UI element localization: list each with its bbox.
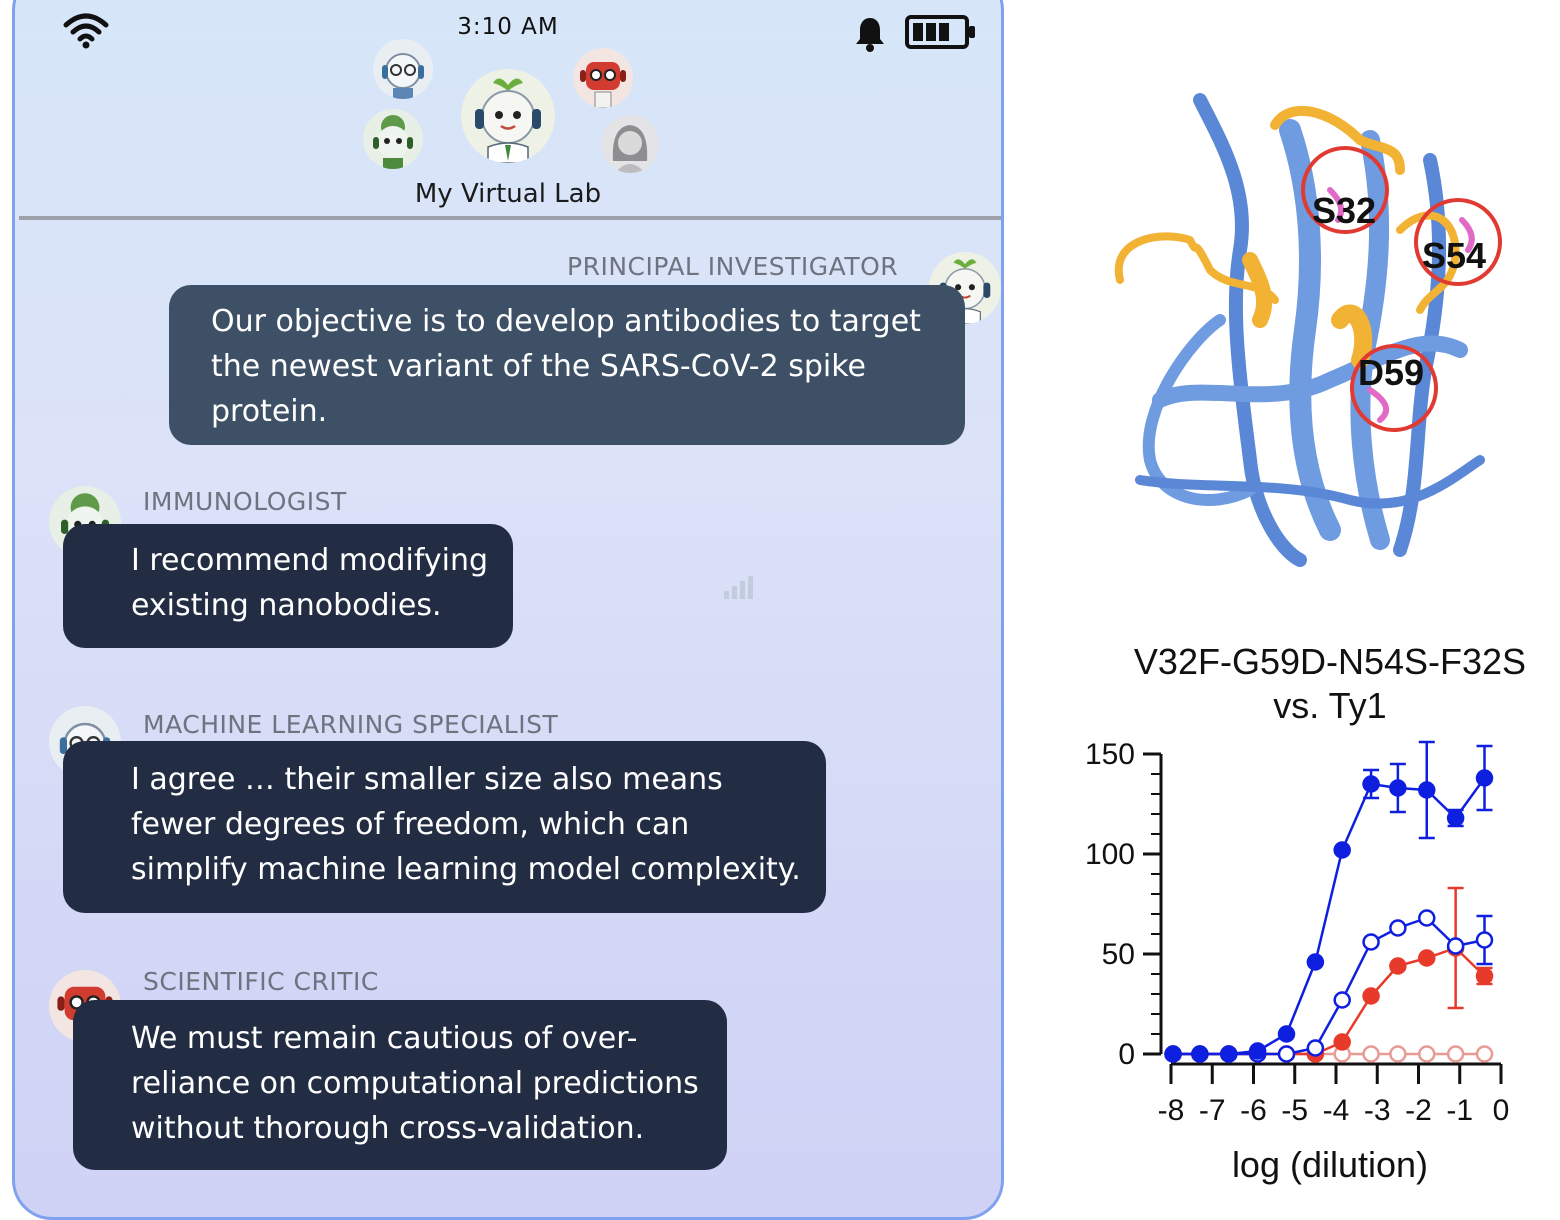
status-time: 3:10 AM [457, 14, 559, 40]
x-tick-label: -8 [1158, 1094, 1185, 1127]
data-point [1306, 1039, 1325, 1057]
principal-investigator-avatar[interactable] [461, 69, 555, 163]
data-point [1389, 779, 1407, 797]
message-line: fewer degrees of freedom, which can [131, 807, 690, 842]
residue-label-s54: S54 [1422, 235, 1486, 276]
data-point [1333, 991, 1351, 1009]
data-point [1446, 1045, 1465, 1063]
message-line: protein. [211, 394, 328, 429]
data-point [1164, 1045, 1182, 1063]
data-point [1418, 1045, 1436, 1063]
speaker-immunologist: IMMUNOLOGIST [143, 487, 347, 516]
speaker-principal-investigator: PRINCIPAL INVESTIGATOR [567, 252, 899, 281]
data-point [1277, 1025, 1296, 1043]
data-point [1418, 949, 1436, 967]
immunologist-avatar[interactable] [363, 109, 423, 169]
data-point [1248, 1042, 1267, 1060]
data-point [1362, 933, 1380, 951]
speaker-ml-specialist: MACHINE LEARNING SPECIALIST [143, 710, 559, 739]
speaker-scientific-critic: SCIENTIFIC CRITIC [143, 967, 379, 996]
data-point [1306, 953, 1325, 971]
bell-icon[interactable] [853, 15, 887, 53]
message-bubble-principal-investigator: Our objective is to develop antibodies t… [169, 285, 965, 445]
message-line: Our objective is to develop antibodies t… [211, 304, 921, 339]
lab-title: My Virtual Lab [414, 179, 602, 209]
message-bubble-immunologist: I recommend modifying existing nanobodie… [63, 524, 513, 648]
x-tick-label: -4 [1323, 1094, 1350, 1127]
data-point [1446, 937, 1465, 955]
header-divider [19, 216, 1001, 220]
y-tick-label: 150 [1085, 738, 1135, 771]
message-line: I recommend modifying [131, 543, 488, 578]
data-point [1277, 1045, 1296, 1063]
series-line [1173, 916, 1485, 1056]
residue-label-s32: S32 [1312, 190, 1376, 231]
data-point [1191, 1045, 1209, 1063]
message-line: We must remain cautious of over- [131, 1021, 638, 1056]
series-line [1173, 946, 1486, 1056]
x-tick-label: -5 [1281, 1094, 1308, 1127]
chart-title-line: V32F-G59D-N54S-F32S [1133, 641, 1527, 682]
message-bubble-scientific-critic: We must remain cautious of over- relianc… [73, 1000, 727, 1170]
nanobody-structure-image: S32 S54 D59 [1114, 93, 1502, 567]
binding-chart: 0 50 100 150 -8 -7 -6 -5 -4 -3 -2 -1 0 [1085, 738, 1510, 1127]
y-tick-label: 0 [1118, 1038, 1135, 1071]
series-line [1173, 777, 1486, 1056]
data-point [1475, 931, 1494, 949]
data-point [1220, 1045, 1238, 1063]
battery-icon [905, 15, 975, 49]
data-point [1333, 1033, 1351, 1051]
data-point [1418, 781, 1436, 799]
message-line: existing nanobodies. [131, 588, 442, 623]
ml-specialist-avatar[interactable] [373, 39, 433, 99]
data-point [1475, 1045, 1494, 1063]
x-tick-label: -3 [1364, 1094, 1391, 1127]
message-bubble-ml-specialist: I agree … their smaller size also means … [63, 741, 826, 913]
message-line: simplify machine learning model complexi… [131, 852, 801, 887]
data-point [1333, 841, 1351, 859]
wifi-icon [63, 13, 109, 49]
data-point [1475, 769, 1494, 787]
data-point [1389, 1045, 1407, 1063]
y-tick-label: 50 [1102, 938, 1135, 971]
data-point [1475, 967, 1494, 985]
chart-title: V32F-G59D-N54S-F32S vs. Ty1 [1080, 640, 1560, 728]
human-avatar[interactable] [601, 115, 659, 173]
data-point [1362, 1045, 1380, 1063]
data-point [1362, 987, 1380, 1005]
signal-icon [724, 576, 753, 599]
x-tick-label: -1 [1446, 1094, 1473, 1127]
scientific-critic-avatar[interactable] [573, 48, 633, 108]
data-point [1362, 775, 1380, 793]
virtual-lab-phone-panel: 3:10 AM My Virtual Lab PRINCIPAL INVESTI… [12, 0, 1004, 1220]
message-line: the newest variant of the SARS-CoV-2 spi… [211, 349, 867, 384]
y-tick-label: 100 [1085, 838, 1135, 871]
chart-x-axis-label: log (dilution) [1231, 1144, 1429, 1185]
residue-label-d59: D59 [1358, 352, 1424, 393]
x-tick-label: -7 [1199, 1094, 1226, 1127]
message-line: I agree … their smaller size also means [131, 762, 723, 797]
chart-subtitle-line: vs. Ty1 [1273, 685, 1387, 726]
data-point [1418, 909, 1436, 927]
x-tick-label: -6 [1240, 1094, 1267, 1127]
data-point [1446, 809, 1465, 827]
x-tick-label: 0 [1493, 1094, 1510, 1127]
message-line: reliance on computational predictions [131, 1066, 699, 1101]
data-point [1389, 919, 1407, 937]
message-line: without thorough cross-validation. [131, 1111, 645, 1146]
x-tick-label: -2 [1405, 1094, 1432, 1127]
data-point [1389, 957, 1407, 975]
